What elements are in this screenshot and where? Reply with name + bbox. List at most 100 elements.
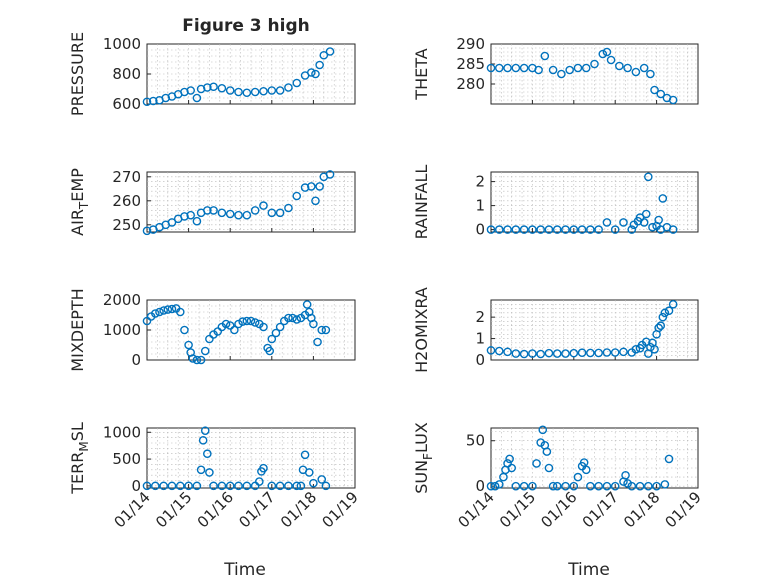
data-point (511, 63, 521, 73)
data-point (668, 95, 678, 105)
data-point (639, 63, 649, 73)
data-point (217, 481, 227, 491)
data-point (200, 426, 210, 435)
data-point (538, 425, 548, 435)
data-point (300, 183, 310, 192)
data-point (664, 306, 674, 316)
data-point (167, 218, 177, 227)
data-point (142, 226, 152, 236)
data-point (610, 225, 620, 234)
data-point (561, 481, 570, 491)
data-point (490, 481, 500, 491)
data-point (511, 481, 521, 491)
data-point (155, 307, 164, 317)
data-point (242, 210, 252, 220)
data-point (511, 225, 521, 234)
y-tick-label: 270 (112, 168, 141, 186)
data-point (192, 216, 202, 226)
data-point (309, 319, 318, 329)
data-point (234, 87, 243, 97)
data-point (265, 346, 275, 356)
data-point (668, 299, 678, 309)
data-point (151, 309, 160, 318)
data-point (644, 172, 653, 182)
plot-area (490, 43, 699, 105)
y-tick-label: 1 (475, 197, 485, 215)
data-point (230, 325, 239, 335)
plot-area (490, 427, 699, 489)
data-point (225, 209, 235, 219)
data-point (586, 481, 595, 491)
y-tick-label: 1000 (103, 321, 141, 339)
y-tick-label: 2000 (103, 291, 141, 309)
data-point (238, 317, 247, 326)
subplot-4: 0 1 2 RAINFALL (412, 165, 699, 239)
data-point (598, 49, 608, 59)
data-point (639, 218, 649, 227)
data-point (267, 481, 277, 491)
data-point (192, 481, 202, 491)
data-point (528, 349, 537, 358)
y-tick-label: 800 (112, 65, 141, 83)
data-point (175, 307, 185, 317)
data-point (184, 481, 193, 491)
data-point (205, 468, 214, 477)
data-point (594, 481, 603, 491)
data-point (658, 312, 668, 322)
data-point (619, 218, 628, 227)
x-axis-label-right: Time (567, 560, 610, 580)
data-point (267, 334, 277, 344)
data-point (656, 321, 666, 331)
x-tick-label: 01/17 (579, 488, 622, 531)
data-point (650, 85, 659, 95)
data-point (259, 322, 268, 332)
data-point (325, 47, 335, 56)
data-point (217, 208, 227, 218)
data-point (486, 481, 496, 491)
x-tick-label: 01/16 (194, 488, 237, 531)
data-point (650, 344, 659, 354)
y-tick-label: 280 (456, 75, 485, 93)
data-point (167, 304, 177, 314)
data-point (561, 225, 570, 234)
data-point (627, 225, 637, 234)
data-point (503, 225, 512, 234)
data-point (602, 348, 612, 357)
data-point (163, 305, 173, 314)
data-point (581, 63, 591, 73)
data-point (142, 481, 152, 491)
data-point (151, 481, 160, 491)
data-point (519, 63, 529, 73)
data-point (577, 225, 587, 234)
data-point (536, 225, 545, 234)
data-point (203, 206, 212, 215)
y-axis-label-subscript: T (77, 201, 91, 210)
data-point (623, 63, 632, 73)
data-point (188, 354, 198, 363)
data-point (209, 82, 218, 92)
data-point (503, 347, 512, 357)
data-point (234, 481, 243, 491)
data-point (648, 222, 657, 232)
figure-title: Figure 3 high (182, 16, 310, 36)
y-axis-label-subscript: M (77, 441, 91, 451)
data-point (573, 63, 583, 73)
y-axis-label-part: LUX (412, 422, 431, 453)
subplot-5: 0 1000 2000 MIXDEPTH (68, 288, 356, 372)
data-point (311, 69, 320, 79)
data-point (275, 208, 285, 218)
data-point (494, 225, 504, 234)
data-point (486, 63, 496, 73)
y-axis-label: PRESSURE (68, 32, 87, 116)
subplot-6: 0 1 2 H2OMIXRA (412, 287, 699, 373)
data-point (561, 349, 570, 358)
y-tick-label: 1000 (103, 423, 141, 441)
data-point (292, 481, 302, 491)
data-point (180, 325, 189, 335)
data-point (284, 313, 293, 323)
data-point (275, 322, 285, 332)
data-point (654, 323, 663, 333)
data-point (304, 468, 314, 477)
data-point (534, 65, 543, 75)
data-point (317, 475, 327, 484)
